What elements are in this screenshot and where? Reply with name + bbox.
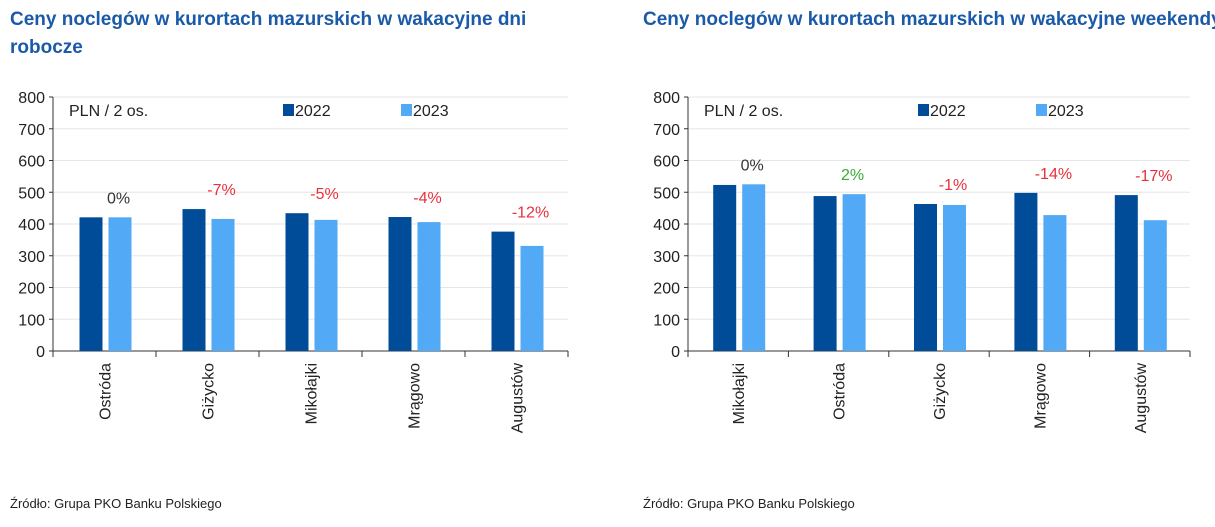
y-tick-label: 600 — [18, 154, 45, 171]
chart-title-left: Ceny noclegów w kurortach mazurskich w w… — [10, 9, 527, 58]
change-label: -1% — [939, 177, 967, 194]
bar-2023 — [943, 204, 966, 351]
y-tick-label: 100 — [18, 312, 45, 329]
y-tick-label: 100 — [653, 312, 680, 329]
bar-2023 — [1043, 215, 1067, 351]
bar-2023 — [417, 222, 441, 351]
y-tick-label: 200 — [653, 281, 680, 298]
category-label: Mrągowo — [1032, 363, 1049, 429]
bar-2023 — [742, 184, 766, 351]
legend-label-2023: 2023 — [1048, 103, 1084, 120]
bar-2023 — [1143, 220, 1167, 351]
y-tick-label: 400 — [18, 217, 45, 234]
legend-label-2022: 2022 — [930, 103, 966, 120]
bar-2023 — [842, 194, 866, 351]
y-tick-label: 800 — [18, 90, 45, 107]
y-tick-label: 400 — [653, 217, 680, 234]
change-label: -14% — [1035, 166, 1072, 183]
y-tick-label: 800 — [653, 90, 680, 107]
chart-right: 0 100 200 300 400 500 600 700 800 0% Mikołajki 2% Os… — [653, 90, 1191, 434]
y-tick-label: 600 — [653, 154, 680, 171]
change-label: -7% — [207, 182, 235, 199]
category-label: Giżycko — [201, 363, 218, 420]
bar-2022 — [285, 213, 309, 351]
bar-2022 — [79, 217, 103, 351]
legend-swatch-2022 — [918, 104, 929, 116]
legend-label-2023: 2023 — [413, 103, 449, 120]
change-label: -5% — [310, 186, 338, 203]
change-label: 0% — [107, 190, 130, 207]
category-label: Mikołajki — [304, 363, 321, 424]
y-tick-label: 500 — [18, 185, 45, 202]
source-left: Źródło: Grupa PKO Banku Polskiego — [10, 496, 222, 511]
bar-2023 — [108, 217, 132, 351]
y-tick-label: 500 — [653, 185, 680, 202]
unit-label: PLN / 2 os. — [69, 103, 148, 120]
y-tick-label: 0 — [671, 344, 680, 361]
y-tick-label: 200 — [18, 281, 45, 298]
bar-2022 — [182, 209, 206, 351]
change-label: -4% — [413, 190, 441, 207]
legend-label-2022: 2022 — [295, 103, 331, 120]
change-label: 0% — [741, 157, 764, 174]
bar-2023 — [520, 245, 544, 351]
bar-2023 — [211, 218, 235, 351]
legend-swatch-2023 — [401, 104, 412, 116]
chart-left: 0 100 200 300 400 500 600 700 800 0% Ostróda -7% Giż… — [18, 90, 569, 434]
y-tick-label: 0 — [36, 344, 45, 361]
change-label: 2% — [841, 167, 864, 184]
legend-swatch-2022 — [283, 104, 294, 116]
category-label: Ostróda — [832, 363, 849, 420]
bar-2023 — [314, 219, 338, 351]
category-label: Augustów — [510, 363, 527, 434]
bar-2022 — [813, 196, 837, 351]
y-tick-label: 300 — [18, 249, 45, 266]
change-label: -17% — [1135, 168, 1172, 185]
category-label: Augustów — [1133, 363, 1150, 434]
y-tick-label: 700 — [653, 122, 680, 139]
category-label: Mrągowo — [407, 363, 424, 429]
chart-title-right: Ceny noclegów w kurortach mazurskich w w… — [643, 9, 1215, 30]
bar-2022 — [1114, 195, 1138, 351]
category-label: Ostróda — [98, 363, 115, 420]
y-tick-label: 700 — [18, 122, 45, 139]
source-right: Źródło: Grupa PKO Banku Polskiego — [643, 496, 855, 511]
bar-2022 — [914, 203, 937, 351]
bar-2022 — [388, 217, 412, 351]
legend-swatch-2023 — [1036, 104, 1047, 116]
bar-2022 — [491, 231, 515, 351]
unit-label: PLN / 2 os. — [704, 103, 783, 120]
bar-2022 — [1014, 192, 1038, 351]
bar-2022 — [713, 184, 737, 351]
y-tick-label: 300 — [653, 249, 680, 266]
category-label: Mikołajki — [731, 363, 748, 424]
change-label: -12% — [512, 205, 549, 222]
category-label: Giżycko — [932, 363, 949, 420]
